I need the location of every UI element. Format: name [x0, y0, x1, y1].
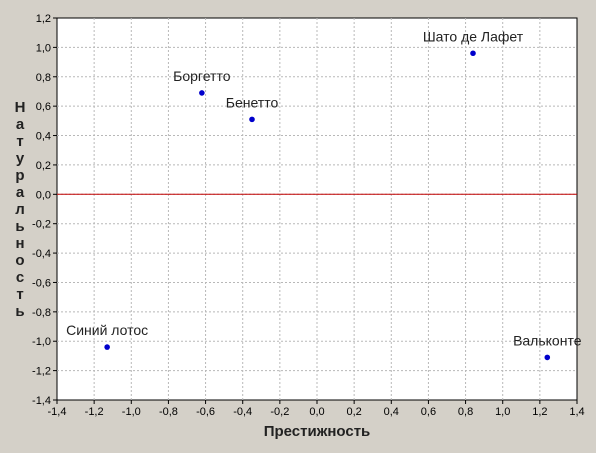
data-point: [104, 344, 110, 350]
y-tick-label: -0,4: [32, 248, 51, 260]
points: Шато де Лафет Боргетто Бенетто Синий лотос В…: [66, 28, 582, 361]
y-tick-label: -1,4: [32, 395, 51, 407]
data-point: [544, 354, 551, 361]
y-axis-title-letter: р: [15, 167, 24, 184]
y-axis-title-letter: т: [16, 286, 23, 303]
y-axis-title-letter: с: [16, 269, 24, 286]
y-tick-label: 0,4: [36, 131, 51, 143]
y-axis-title-letter: т: [16, 133, 23, 150]
y-axis-title-letter: ь: [15, 303, 24, 320]
x-axis-title: Престижность: [264, 423, 371, 440]
x-tick-label: -0,8: [159, 406, 178, 418]
y-tick-label: -1,2: [32, 366, 51, 378]
y-tick-label: 0,6: [36, 101, 51, 113]
x-tick-label: 1,2: [532, 406, 547, 418]
data-point: [470, 50, 476, 57]
y-axis-title-letter: н: [15, 235, 24, 252]
x-tick-label: 0,0: [309, 406, 324, 418]
data-point-label: Вальконте: [513, 332, 582, 348]
y-axis-title-letter: л: [15, 201, 25, 218]
y-tick-label: -1,0: [32, 336, 51, 348]
x-tick-label: 0,4: [384, 406, 399, 418]
plot-area: [56, 17, 578, 401]
x-tick-label: -1,0: [122, 406, 141, 418]
y-tick-label: -0,2: [32, 219, 51, 231]
grid: [57, 18, 577, 400]
y-tick-label: -0,8: [32, 307, 51, 319]
x-tick-label: -1,4: [48, 406, 67, 418]
y-axis-title-letter: а: [16, 184, 25, 201]
y-axis-title-letter: ь: [15, 218, 24, 235]
y-tick-label: 0,2: [36, 160, 51, 172]
x-tick-label: 1,4: [569, 406, 584, 418]
y-tick-label: -0,6: [32, 277, 51, 289]
y-axis-title-letter: а: [16, 116, 25, 133]
y-tick-label: 1,2: [36, 13, 51, 25]
x-tick-label: 1,0: [495, 406, 510, 418]
x-tick-label: 0,8: [458, 406, 473, 418]
x-tick-label: 0,2: [346, 406, 361, 418]
y-axis-title-letter: у: [16, 150, 25, 167]
data-point-label: Боргетто: [173, 68, 231, 84]
data-point-label: Шато де Лафет: [423, 28, 524, 44]
y-axis-title-letter: Н: [15, 99, 26, 116]
data-point-label: Синий лотос: [66, 322, 148, 338]
x-tick-label: -1,2: [85, 406, 104, 418]
data-point-label: Бенетто: [226, 94, 279, 110]
x-tick-label: -0,6: [196, 406, 215, 418]
x-tick-label: -0,4: [233, 406, 252, 418]
y-axis-title-letter: о: [15, 252, 24, 269]
x-tick-label: 0,6: [421, 406, 436, 418]
y-tick-label: 0,8: [36, 72, 51, 84]
data-point: [249, 116, 255, 123]
x-tick-label: -0,2: [270, 406, 289, 418]
ticks: -1,4 -1,2 -1,0 -0,8 -0,6 -0,4 -0,2 0,0 0,2 0,4 0,6…: [32, 13, 585, 418]
y-tick-label: 1,0: [36, 42, 51, 54]
y-tick-label: 0,0: [36, 189, 51, 201]
data-point: [199, 90, 205, 96]
